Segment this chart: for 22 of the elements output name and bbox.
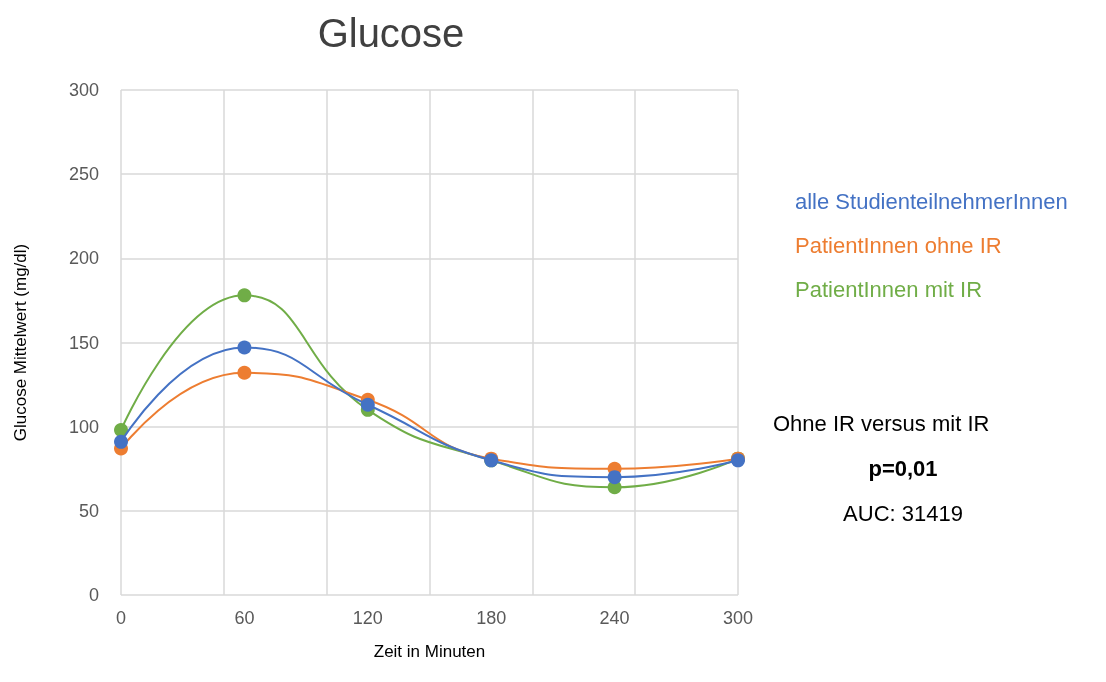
text: PatientInnen mit IR — [795, 276, 983, 302]
y-tick-label: 100 — [68, 416, 99, 437]
x-tick-label: 180 — [476, 608, 507, 628]
text: Ohne IR versus mit IR — [773, 410, 990, 436]
x-tick-label: 0 — [115, 608, 127, 628]
x-axis-title: Zeit in Minuten — [373, 642, 486, 661]
y-tick-label: 200 — [68, 248, 99, 269]
y-axis-title: Glucose Mittelwert (mg/dl) — [11, 243, 30, 442]
y-tick-label: 250 — [68, 164, 99, 185]
chart-title: Glucose — [317, 11, 465, 55]
x-tick-label: 240 — [599, 608, 630, 628]
text: AUC: 31419 — [843, 500, 963, 526]
x-tick-label: 300 — [722, 608, 754, 628]
text: p=0,01 — [868, 455, 938, 481]
y-tick-label: 150 — [68, 332, 99, 353]
y-tick-label: 300 — [68, 80, 99, 100]
x-tick-label: 60 — [234, 608, 255, 628]
text: alle StudienteilnehmerInnen — [795, 188, 1068, 214]
text: PatientInnen ohne IR — [795, 232, 1002, 258]
y-tick-label: 50 — [78, 500, 99, 521]
x-tick-label: 120 — [352, 608, 383, 628]
y-tick-label: 0 — [88, 585, 99, 605]
